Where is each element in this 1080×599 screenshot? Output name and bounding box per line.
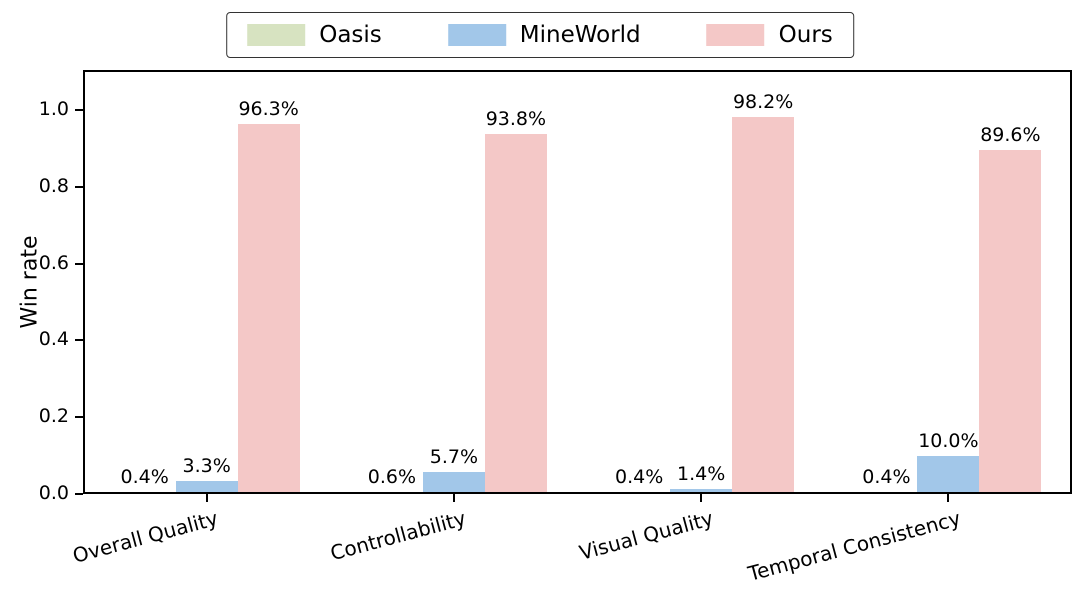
y-axis-label: Win rate [17,235,43,329]
x-tick-mark [205,494,208,502]
bar-value-label: 89.6% [980,123,1041,146]
bar [237,124,300,494]
bar-value-label: 0.6% [367,465,417,488]
bar [175,481,238,494]
y-tick-mark [75,108,83,111]
bar [855,492,918,494]
y-tick-label: 0.6 [38,251,69,274]
bar-value-label: 10.0% [918,429,979,452]
chart-legend: Oasis MineWorld Ours [226,12,854,58]
bar [608,492,671,494]
bar-value-label: 3.3% [182,455,231,478]
bar [484,133,547,494]
bar [113,492,176,494]
bar-value-label: 93.8% [485,107,547,130]
legend-label: Oasis [319,22,382,48]
bar-value-label: 1.4% [676,462,726,485]
y-tick-label: 0.2 [38,405,69,428]
legend-swatch-icon [447,24,506,46]
bar [917,455,980,494]
y-tick-mark [75,185,83,188]
bar [670,488,733,494]
bar-value-label: 5.7% [429,446,479,469]
bar-value-label: 0.4% [120,466,169,489]
legend-item: MineWorld [447,22,641,48]
x-tick-mark [700,494,703,502]
bar-value-label: 0.4% [614,466,664,489]
legend-swatch-icon [706,24,765,46]
x-tick-mark [452,494,455,502]
y-tick-label: 0.8 [38,174,69,197]
bar [360,491,423,494]
bar [732,116,795,494]
y-tick-mark [75,416,83,419]
y-tick-mark [75,262,83,265]
x-tick-label: Visual Quality [576,506,716,565]
x-tick-label: Temporal Consistency [744,506,963,586]
y-tick-mark [75,339,83,342]
y-tick-mark [75,493,83,495]
legend-label: MineWorld [519,22,641,48]
bar [422,472,485,494]
bar [979,149,1042,494]
x-tick-label: Controllability [327,506,469,566]
legend-item: Oasis [247,22,382,48]
y-tick-label: 0.4 [38,328,69,351]
legend-label: Ours [778,22,833,48]
x-tick-label: Overall Quality [70,506,221,568]
legend-item: Ours [706,22,833,48]
y-tick-label: 1.0 [38,97,69,120]
legend-swatch-icon [247,24,306,46]
y-tick-label: 0.0 [38,482,69,504]
bar-value-label: 98.2% [732,90,794,113]
x-tick-mark [947,494,950,502]
bar-value-label: 96.3% [238,98,299,121]
bar-value-label: 0.4% [862,466,911,489]
